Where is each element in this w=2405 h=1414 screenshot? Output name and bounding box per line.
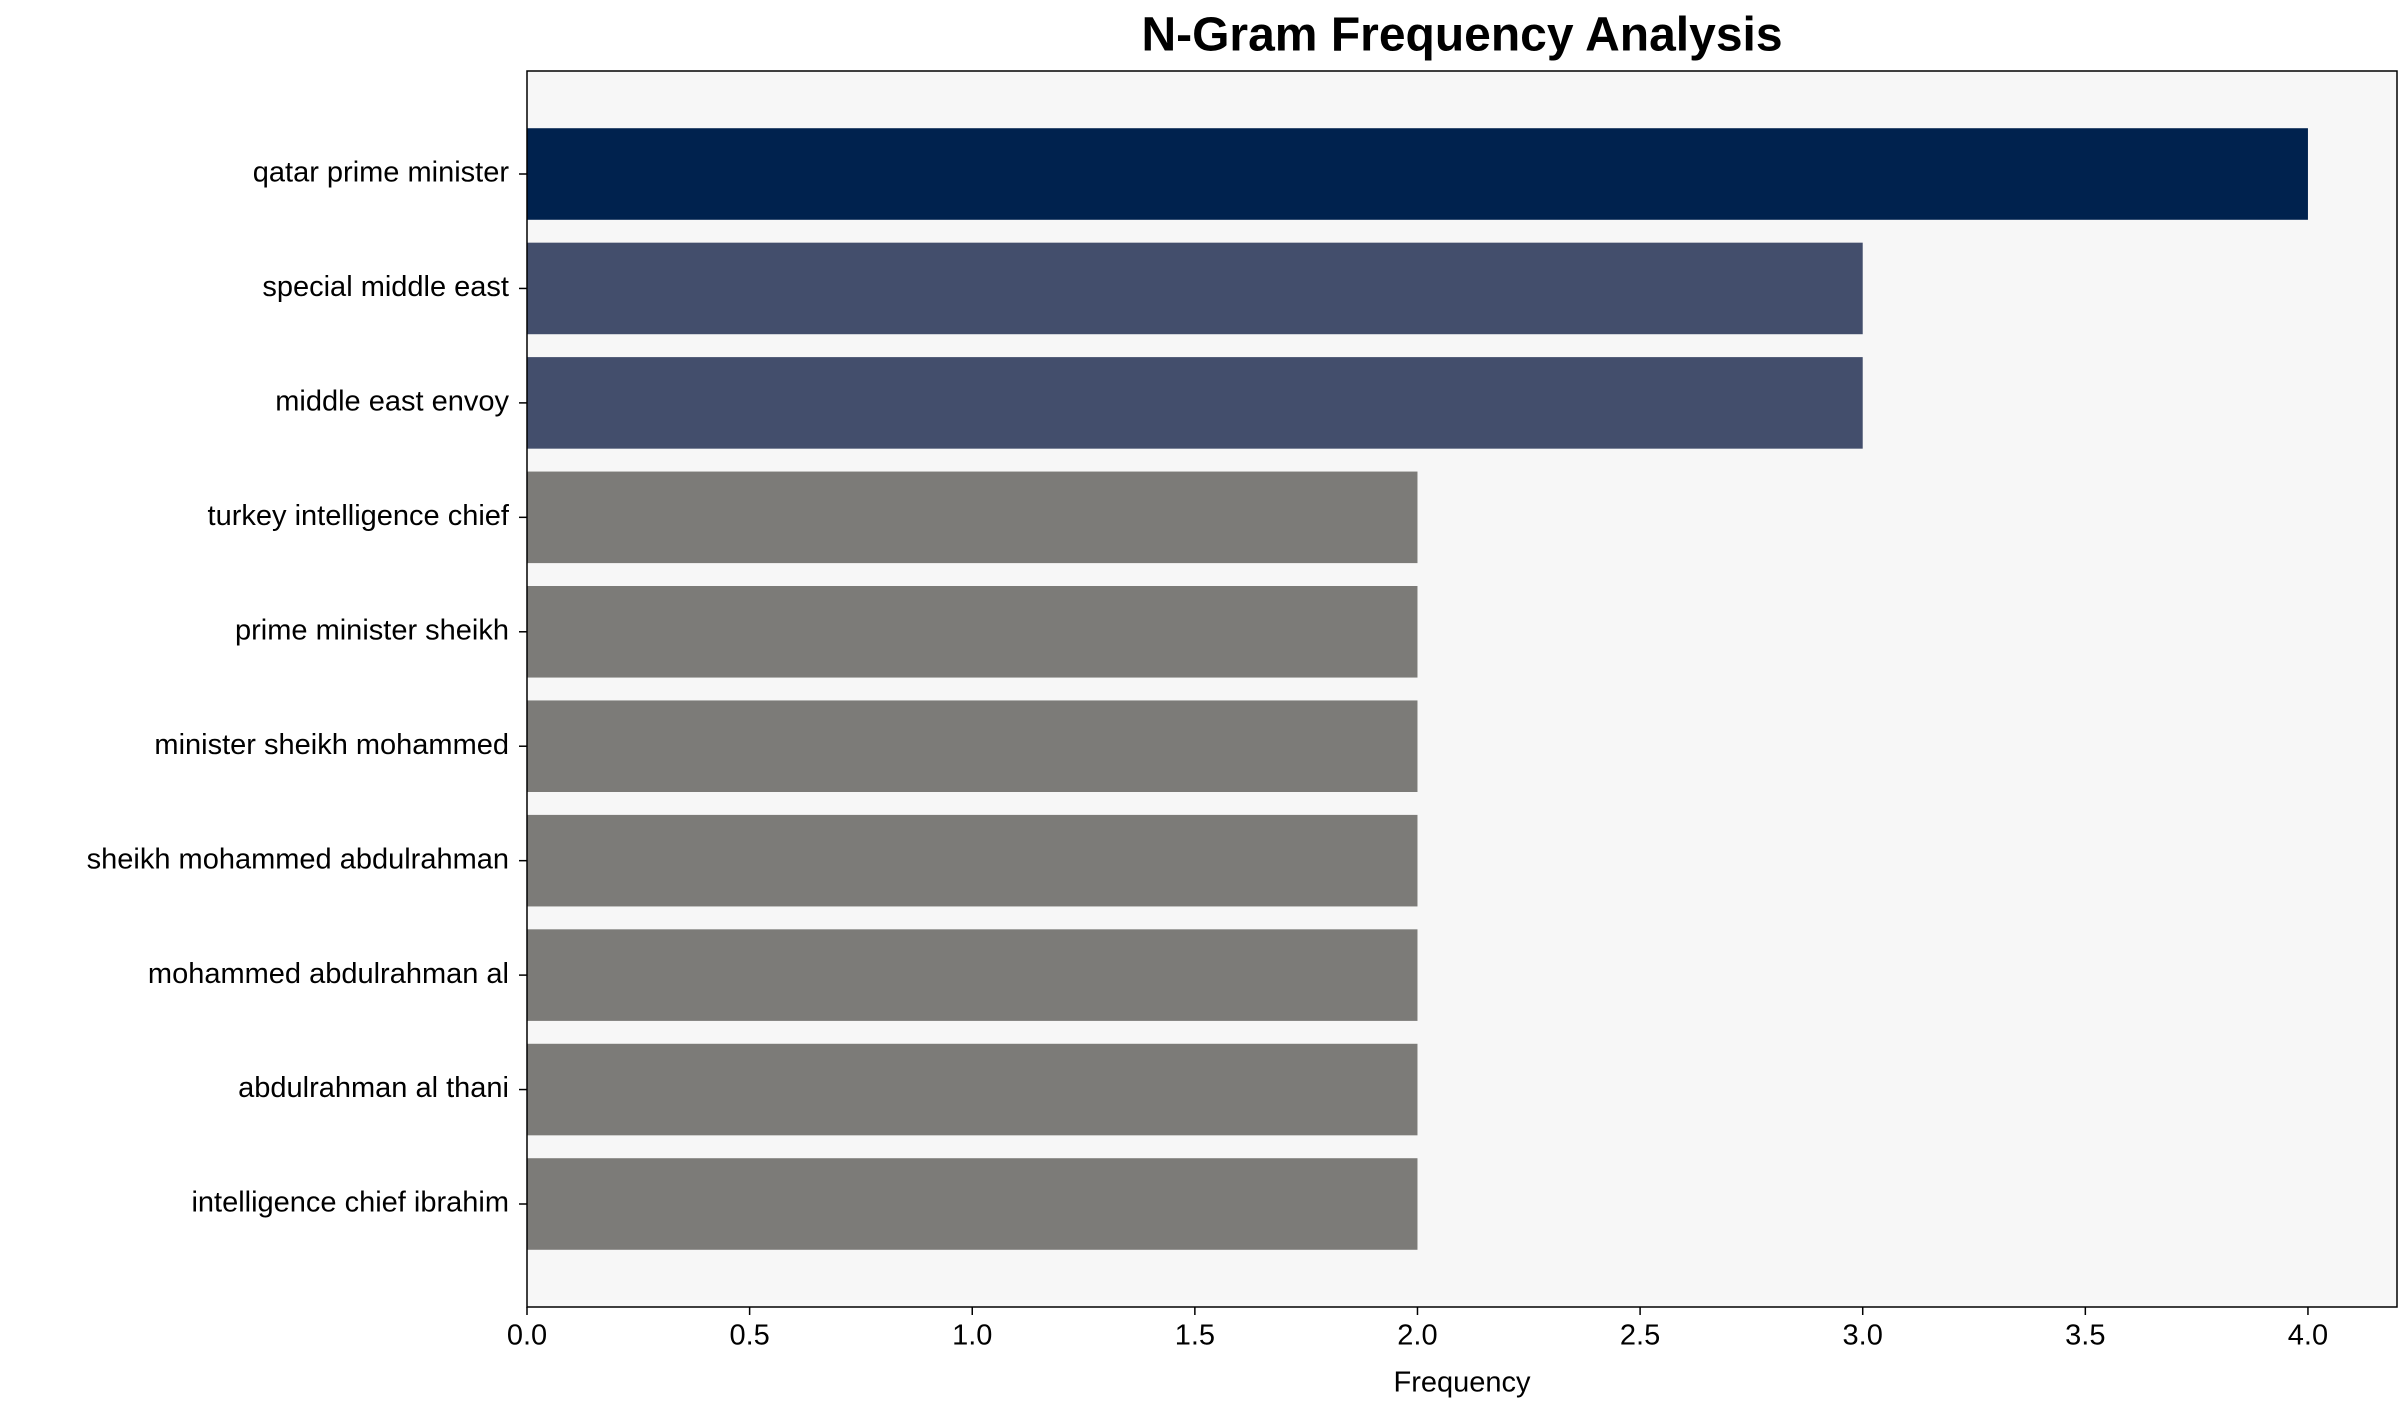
y-tick-label: middle east envoy bbox=[275, 386, 509, 418]
y-tick-label: mohammed abdulrahman al bbox=[148, 958, 509, 990]
plot-frame bbox=[526, 70, 2398, 1308]
x-tick-label: 2.5 bbox=[1620, 1320, 1660, 1352]
x-tick-label: 4.0 bbox=[2288, 1320, 2328, 1352]
y-tick-label: special middle east bbox=[262, 271, 509, 303]
x-tick-label: 2.0 bbox=[1397, 1320, 1437, 1352]
x-tick-label: 1.5 bbox=[1175, 1320, 1215, 1352]
bar bbox=[527, 929, 1418, 1021]
x-tick-label: 0.0 bbox=[507, 1320, 547, 1352]
chart-title: N-Gram Frequency Analysis bbox=[1141, 9, 1782, 62]
y-tick-label: turkey intelligence chief bbox=[208, 500, 510, 532]
bar bbox=[527, 1158, 1418, 1250]
y-tick-label: sheikh mohammed abdulrahman bbox=[87, 843, 509, 875]
x-tick-label: 0.5 bbox=[729, 1320, 769, 1352]
bar bbox=[527, 357, 1863, 449]
bar bbox=[527, 471, 1418, 564]
y-tick-label: abdulrahman al thani bbox=[238, 1072, 509, 1104]
x-axis-label: Frequency bbox=[1393, 1367, 1531, 1399]
x-tick-label: 1.0 bbox=[952, 1320, 992, 1352]
y-tick-label: intelligence chief ibrahim bbox=[191, 1187, 509, 1219]
bar bbox=[527, 700, 1418, 792]
bar bbox=[527, 128, 2308, 220]
bar bbox=[527, 814, 1418, 907]
x-tick-label: 3.5 bbox=[2065, 1320, 2105, 1352]
y-tick-label: prime minister sheikh bbox=[235, 614, 509, 646]
bar bbox=[527, 242, 1863, 335]
bar bbox=[527, 1043, 1418, 1136]
y-tick-label: qatar prime minister bbox=[253, 157, 510, 189]
x-tick-label: 3.0 bbox=[1843, 1320, 1883, 1352]
bar bbox=[527, 586, 1418, 678]
y-tick-label: minister sheikh mohammed bbox=[154, 729, 509, 761]
